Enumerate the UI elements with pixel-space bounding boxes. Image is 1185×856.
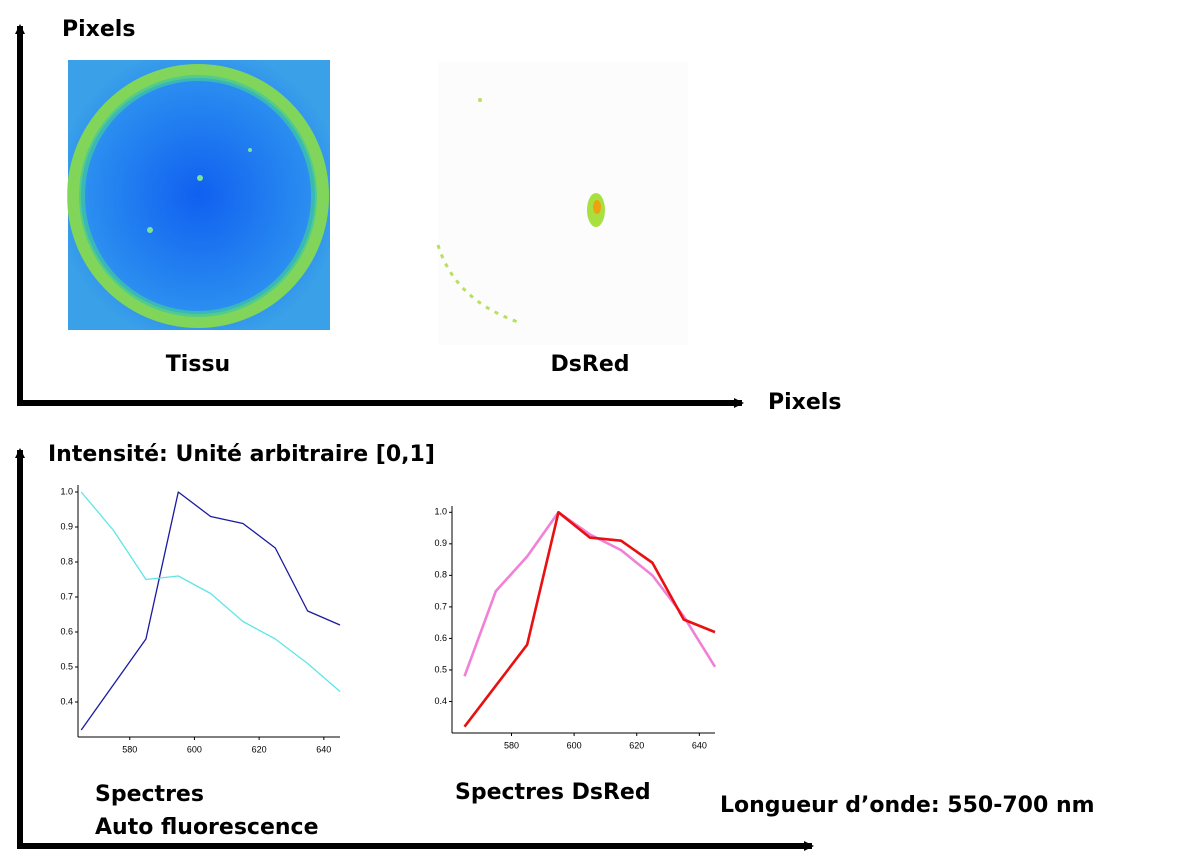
y-tick-label: 1.0: [434, 507, 447, 517]
series-line: [80, 491, 341, 731]
y-tick-label: 0.9: [60, 521, 73, 531]
y-tick-label: 0.7: [60, 591, 73, 601]
y-tick-label: 0.9: [434, 538, 447, 548]
y-axis-label: Pixels: [62, 17, 135, 42]
x-tick-label: 640: [692, 740, 707, 750]
y-axis-label: Intensité: Unité arbitraire [0,1]: [48, 442, 435, 467]
y-tick-label: 0.5: [60, 661, 73, 671]
y-tick-label: 0.7: [434, 601, 447, 611]
x-axis-label: Longueur d’onde: 550-700 nm: [720, 793, 1095, 818]
x-tick-label: 620: [252, 744, 267, 754]
y-tick-label: 0.4: [60, 696, 73, 706]
dsred-image: [436, 62, 688, 345]
tissue-image: [67, 60, 330, 330]
y-tick-label: 0.5: [434, 664, 447, 674]
image-caption: Tissu: [166, 352, 230, 377]
chart-caption: Spectres DsRed: [455, 780, 651, 805]
series-line: [80, 491, 341, 692]
x-tick-label: 620: [629, 740, 644, 750]
x-tick-label: 600: [187, 744, 202, 754]
y-tick-label: 0.8: [434, 570, 447, 580]
x-axis-label: Pixels: [768, 390, 841, 415]
x-tick-label: 640: [316, 744, 331, 754]
y-tick-label: 0.6: [434, 633, 447, 643]
y-tick-label: 0.6: [60, 626, 73, 636]
image-caption: DsRed: [551, 352, 630, 377]
y-tick-label: 0.4: [434, 696, 447, 706]
y-tick-label: 0.8: [60, 556, 73, 566]
axis-arrows: [15, 24, 814, 851]
chart-caption: Auto fluorescence: [95, 815, 319, 840]
y-tick-label: 1.0: [60, 486, 73, 496]
series-line: [463, 511, 716, 728]
x-tick-label: 580: [504, 740, 519, 750]
x-tick-label: 580: [122, 744, 137, 754]
x-tick-label: 600: [567, 740, 582, 750]
chart-caption: Spectres: [95, 782, 204, 807]
